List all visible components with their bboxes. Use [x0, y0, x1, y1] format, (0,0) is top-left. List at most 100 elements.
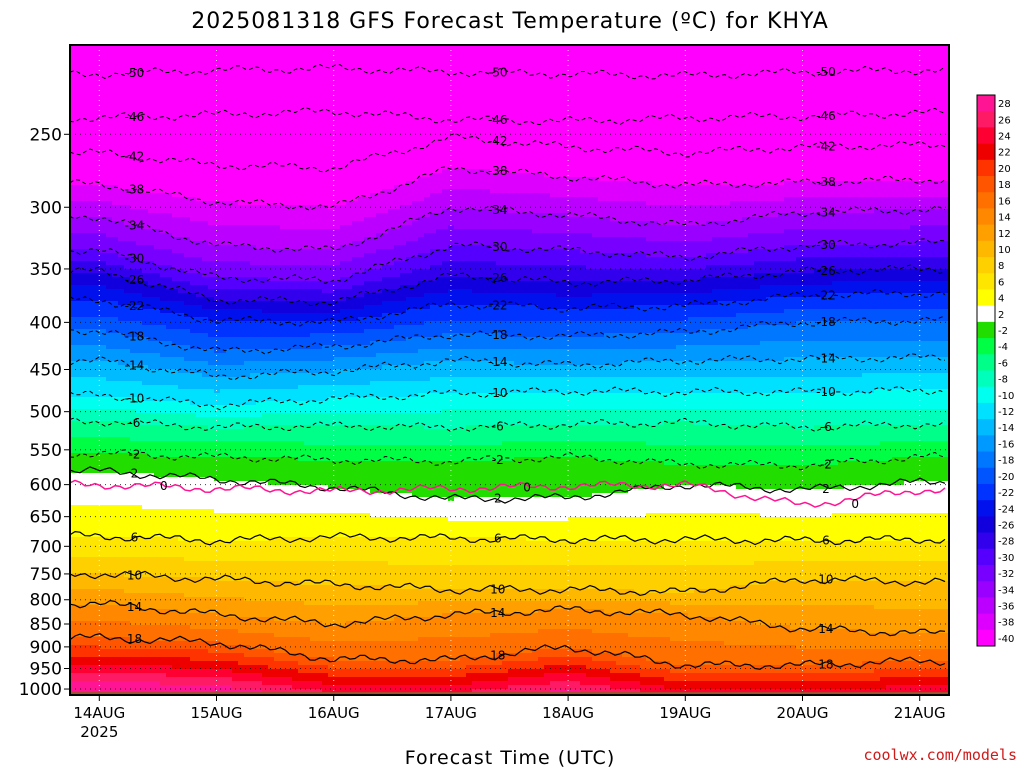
temperature-cell	[124, 673, 131, 682]
temperature-cell	[190, 45, 197, 198]
temperature-cell	[298, 621, 305, 638]
temperature-cell	[700, 393, 707, 410]
temperature-cell	[106, 589, 113, 606]
temperature-cell	[820, 229, 827, 246]
temperature-cell	[784, 261, 791, 274]
temperature-cell	[766, 561, 773, 582]
temperature-cell	[388, 353, 395, 366]
temperature-cell	[310, 289, 317, 302]
temperature-cell	[178, 389, 185, 402]
contour-label: -30	[125, 252, 145, 266]
temperature-cell	[844, 605, 851, 630]
temperature-cell	[562, 681, 569, 690]
temperature-cell	[418, 381, 425, 394]
temperature-cell	[718, 345, 725, 362]
temperature-cell	[544, 589, 551, 602]
temperature-cell	[682, 281, 689, 294]
temperature-cell	[748, 361, 755, 378]
temperature-cell	[706, 565, 713, 590]
temperature-cell	[832, 281, 839, 294]
temperature-cell	[526, 365, 533, 378]
temperature-cell	[652, 205, 659, 222]
temperature-cell	[538, 365, 545, 378]
temperature-cell	[280, 485, 287, 514]
temperature-cell	[76, 657, 83, 666]
temperature-cell	[106, 649, 113, 658]
temperature-cell	[544, 649, 551, 658]
temperature-cell	[688, 317, 695, 334]
temperature-cell	[742, 681, 749, 690]
temperature-cell	[160, 609, 167, 626]
temperature-cell	[550, 681, 557, 690]
temperature-cell	[112, 637, 119, 650]
temperature-cell	[892, 425, 899, 442]
temperature-cell	[298, 537, 305, 562]
temperature-cell	[292, 205, 299, 230]
temperature-cell	[280, 685, 287, 694]
temperature-cell	[922, 481, 929, 514]
temperature-cell	[340, 369, 347, 386]
temperature-cell	[304, 605, 311, 622]
temperature-cell	[412, 425, 419, 446]
temperature-cell	[736, 681, 743, 690]
temperature-cell	[574, 657, 581, 666]
temperature-cell	[646, 333, 653, 350]
temperature-cell	[766, 465, 773, 490]
temperature-cell	[580, 657, 587, 666]
temperature-cell	[856, 341, 863, 358]
temperature-cell	[400, 353, 407, 366]
temperature-cell	[160, 441, 167, 458]
temperature-cell	[772, 377, 779, 394]
temperature-cell	[574, 673, 581, 682]
temperature-cell	[496, 321, 503, 334]
temperature-cell	[322, 461, 329, 486]
temperature-cell	[676, 445, 683, 466]
temperature-cell	[670, 241, 677, 258]
temperature-cell	[814, 309, 821, 322]
temperature-cell	[640, 305, 647, 322]
temperature-cell	[274, 581, 281, 602]
temperature-cell	[904, 341, 911, 358]
temperature-cell	[454, 661, 461, 670]
temperature-cell	[412, 677, 419, 686]
temperature-cell	[784, 605, 791, 626]
temperature-cell	[190, 373, 197, 390]
temperature-cell	[352, 309, 359, 322]
temperature-cell	[160, 301, 167, 314]
temperature-cell	[640, 45, 647, 182]
temperature-cell	[124, 397, 131, 410]
temperature-cell	[382, 537, 389, 562]
temperature-cell	[868, 229, 875, 246]
temperature-cell	[784, 197, 791, 214]
temperature-cell	[208, 321, 215, 338]
temperature-cell	[592, 541, 599, 566]
temperature-cell	[484, 377, 491, 394]
temperature-cell	[520, 173, 527, 194]
temperature-cell	[916, 293, 923, 310]
temperature-cell	[706, 605, 713, 618]
temperature-cell	[454, 377, 461, 394]
temperature-cell	[736, 689, 743, 695]
temperature-cell	[598, 493, 605, 518]
temperature-cell	[88, 473, 95, 506]
temperature-cell	[220, 245, 227, 262]
temperature-cell	[352, 369, 359, 386]
temperature-cell	[700, 257, 707, 270]
temperature-cell	[718, 317, 725, 330]
contour-label: -34	[125, 218, 145, 232]
temperature-cell	[370, 341, 377, 358]
temperature-cell	[262, 413, 269, 426]
temperature-cell	[940, 373, 947, 390]
temperature-cell	[832, 649, 839, 666]
temperature-cell	[244, 581, 251, 602]
temperature-cell	[766, 341, 773, 362]
temperature-cell	[172, 313, 179, 330]
temperature-cell	[688, 605, 695, 618]
temperature-cell	[376, 213, 383, 234]
temperature-cell	[628, 589, 635, 602]
temperature-cell	[190, 677, 197, 686]
temperature-cell	[730, 253, 737, 266]
temperature-cell	[796, 377, 803, 394]
temperature-cell	[244, 541, 251, 562]
temperature-cell	[310, 641, 317, 658]
